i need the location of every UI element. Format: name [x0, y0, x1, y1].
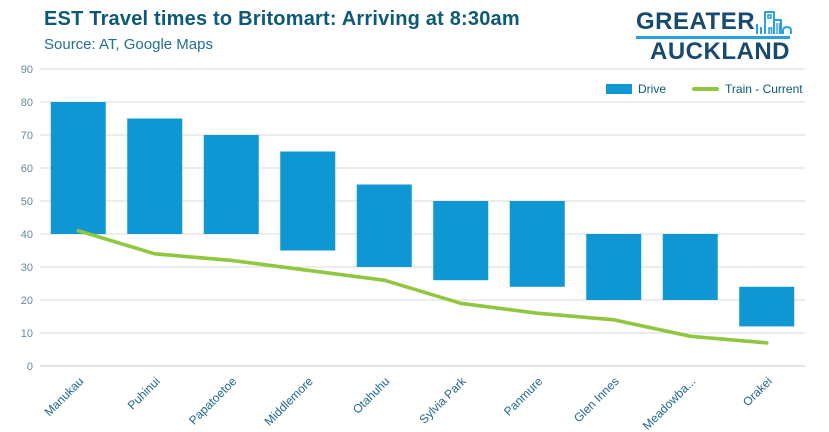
drive-bar: [586, 234, 642, 300]
x-category-label: Sylvia Park: [417, 374, 470, 427]
x-category-label: Middlemore: [262, 374, 316, 428]
greater-auckland-logo: GREATER AUCKLAND: [636, 7, 806, 64]
drive-bar: [203, 135, 259, 234]
drive-bar: [662, 234, 718, 300]
drive-swatch-icon: [606, 84, 632, 94]
y-tick-label: 90: [21, 64, 33, 76]
y-tick-label: 60: [21, 163, 33, 175]
y-tick-label: 20: [21, 295, 33, 307]
y-tick-label: 0: [27, 361, 33, 373]
page-title: EST Travel times to Britomart: Arriving …: [44, 8, 520, 30]
drive-bar: [433, 201, 489, 281]
source-subtitle: Source: AT, Google Maps: [44, 36, 213, 53]
drive-bar: [739, 286, 795, 327]
train-swatch-icon: [692, 87, 720, 91]
drive-bar: [509, 201, 565, 287]
x-category-label: Panmure: [501, 374, 546, 419]
drive-bar: [127, 118, 183, 234]
train-line: [76, 228, 769, 345]
y-tick-label: 30: [21, 262, 33, 274]
y-tick-label: 70: [21, 130, 33, 142]
y-tick-label: 10: [21, 328, 33, 340]
y-tick-label: 50: [21, 196, 33, 208]
drive-bar: [280, 151, 336, 251]
drive-bar: [50, 102, 106, 234]
x-category-label: Otahuhu: [350, 374, 392, 416]
y-tick-label: 40: [21, 229, 33, 241]
x-category-label: Puhinui: [125, 374, 163, 412]
chart-legend: Drive Train - Current: [606, 81, 803, 97]
logo-text-auckland: AUCKLAND: [650, 38, 790, 65]
legend-item-train-current[interactable]: Train - Current: [692, 82, 803, 96]
legend-train-label: Train - Current: [725, 82, 803, 96]
y-tick-label: 80: [21, 97, 33, 109]
logo-text-greater: GREATER: [636, 8, 756, 35]
city-skyline-icon: [756, 11, 792, 34]
x-category-label: Manukau: [42, 374, 87, 419]
logo-top-row: GREATER: [636, 7, 806, 35]
x-category-label: Glen Innes: [571, 374, 622, 425]
logo-underline: [636, 36, 790, 39]
x-category-label: Papatoetoe: [186, 374, 240, 428]
x-category-label: Orakei: [740, 374, 775, 409]
legend-drive-label: Drive: [638, 82, 667, 96]
legend-item-drive[interactable]: Drive: [606, 82, 666, 96]
x-category-label: Meadowba...: [640, 374, 698, 432]
drive-bar: [356, 184, 412, 267]
